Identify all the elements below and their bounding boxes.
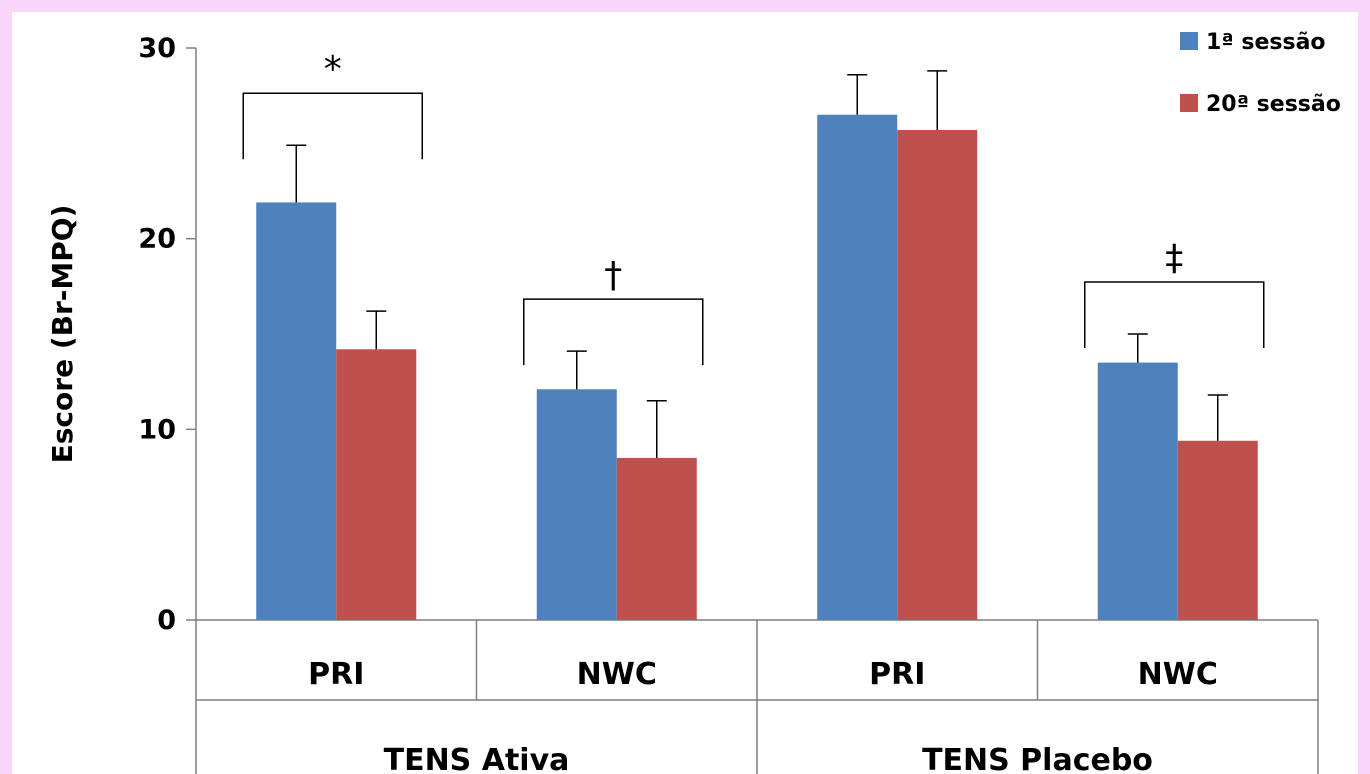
x-group-label: TENS Ativa xyxy=(384,743,570,774)
legend-label: 20ª sessão xyxy=(1206,92,1341,117)
bar-session-20 xyxy=(1177,440,1258,620)
bar-session-1 xyxy=(256,202,337,620)
x-category-label: PRI xyxy=(869,657,925,692)
bar-session-1 xyxy=(536,389,617,620)
y-tick-label: 20 xyxy=(138,224,176,255)
bar-chart: 0 10 20 30 Escore (Br-MPQ) PRI NWC PRI NWC TENS A… xyxy=(46,30,1341,774)
significance-marker: * xyxy=(324,49,342,90)
y-tick-label: 0 xyxy=(157,605,176,636)
bar-session-20 xyxy=(336,349,417,620)
legend-swatch xyxy=(1180,32,1198,50)
significance-bracket xyxy=(523,298,704,366)
y-tick-label: 10 xyxy=(138,414,176,445)
chart-frame: 0 10 20 30 Escore (Br-MPQ) PRI NWC PRI NWC TENS A… xyxy=(12,12,1358,774)
bar-session-1 xyxy=(817,114,898,620)
x-group-label: TENS Placebo xyxy=(922,743,1153,774)
legend-label: 1ª sessão xyxy=(1206,30,1326,55)
significance-bracket xyxy=(242,92,423,160)
x-category-label: NWC xyxy=(577,657,657,692)
bar-session-20 xyxy=(616,457,697,620)
x-category-label: NWC xyxy=(1138,657,1218,692)
significance-bracket xyxy=(1084,281,1265,348)
bar-session-1 xyxy=(1097,362,1178,620)
y-tick-label: 30 xyxy=(138,33,176,64)
significance-marker: ‡ xyxy=(1165,238,1183,279)
bar-session-20 xyxy=(897,129,978,620)
y-axis-label: Escore (Br-MPQ) xyxy=(46,205,79,464)
x-category-label: PRI xyxy=(308,657,364,692)
legend-swatch xyxy=(1180,94,1198,112)
significance-marker: † xyxy=(604,255,622,296)
